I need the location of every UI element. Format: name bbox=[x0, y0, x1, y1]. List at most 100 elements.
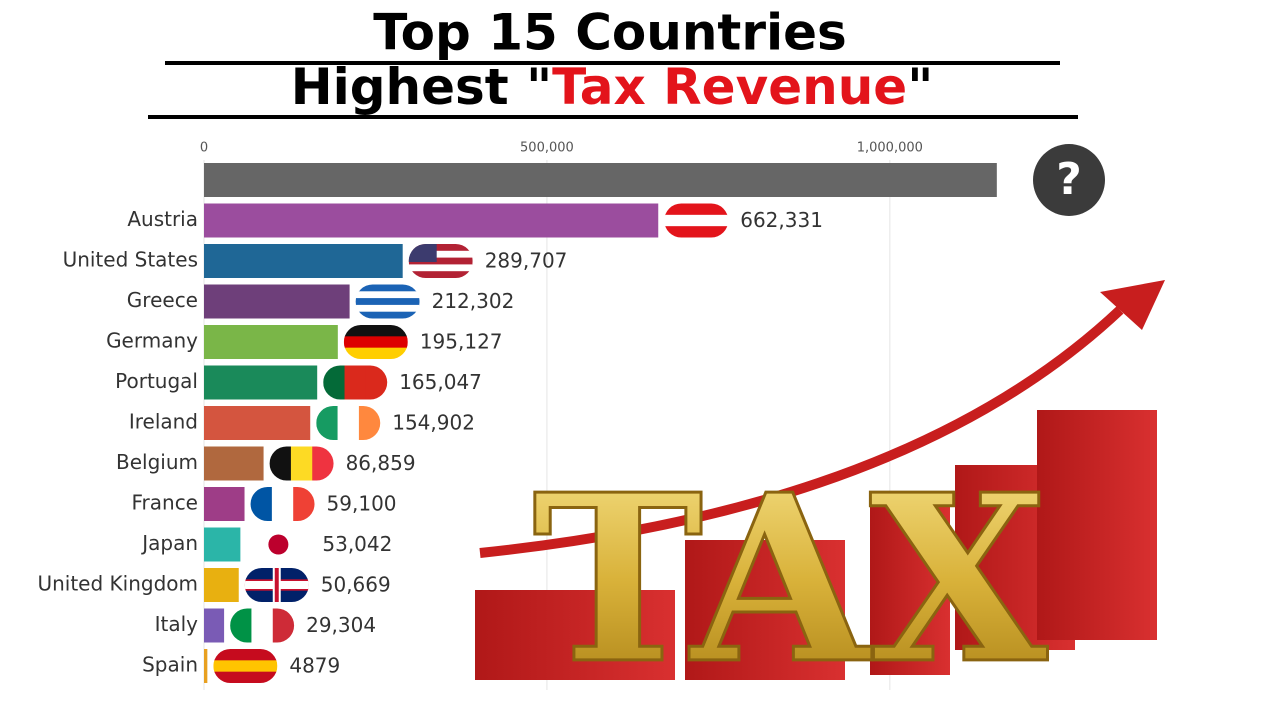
flag-stripe bbox=[355, 311, 420, 319]
flag-stripe bbox=[213, 649, 278, 661]
flag-body bbox=[323, 365, 388, 400]
flag-stripe bbox=[250, 487, 273, 521]
flag-stripe bbox=[343, 336, 408, 349]
flag-stripe bbox=[358, 406, 381, 440]
title-line: Highest "Tax Revenue" bbox=[291, 58, 934, 116]
flag bbox=[408, 244, 473, 278]
bar bbox=[204, 406, 311, 440]
value-label: 53,042 bbox=[322, 532, 392, 556]
flag-stripe bbox=[355, 298, 420, 306]
flag-stripe bbox=[271, 487, 294, 521]
deco-bar bbox=[685, 540, 845, 680]
flag bbox=[269, 446, 334, 481]
category-label: United States bbox=[63, 248, 198, 272]
value-label: 50,669 bbox=[321, 573, 391, 597]
flag-stripe bbox=[664, 214, 729, 227]
tax-image: TAX bbox=[475, 280, 1165, 716]
bar bbox=[204, 365, 318, 400]
flag-stripe bbox=[316, 406, 339, 440]
category-label: Greece bbox=[127, 288, 198, 312]
flag-stripe bbox=[408, 244, 473, 252]
value-label: 165,047 bbox=[399, 370, 482, 394]
flag-body bbox=[269, 446, 334, 481]
category-label: Italy bbox=[155, 612, 199, 636]
x-tick-label: 500,000 bbox=[520, 141, 574, 156]
category-label: France bbox=[131, 491, 198, 515]
value-label: 29,304 bbox=[306, 613, 376, 637]
bar bbox=[204, 649, 208, 683]
flag-canton bbox=[408, 244, 437, 262]
category-label: United Kingdom bbox=[37, 572, 198, 596]
title-text: Highest " bbox=[291, 58, 552, 116]
flag-body bbox=[246, 527, 311, 562]
category-label: Belgium bbox=[116, 450, 198, 474]
title-text: " bbox=[907, 58, 933, 116]
bar bbox=[204, 284, 350, 319]
flag-stripe bbox=[246, 527, 269, 562]
flag-stripe bbox=[408, 250, 473, 259]
value-label: 154,902 bbox=[392, 411, 475, 435]
flag-body bbox=[408, 244, 473, 278]
flag-stripe bbox=[272, 608, 295, 643]
value-label: 662,331 bbox=[740, 208, 823, 232]
value-label: 289,707 bbox=[485, 249, 568, 273]
category-label: Germany bbox=[106, 329, 198, 353]
flag-sun bbox=[268, 534, 289, 555]
bar bbox=[204, 163, 997, 197]
flag bbox=[244, 568, 309, 602]
flag bbox=[250, 487, 315, 521]
flag-body bbox=[213, 649, 278, 683]
flag-body bbox=[230, 608, 295, 643]
flag-stripe bbox=[355, 304, 420, 313]
flag-stripe bbox=[269, 446, 292, 481]
tax-text: TAX bbox=[532, 445, 1048, 715]
category-label: Austria bbox=[127, 207, 198, 231]
flag bbox=[664, 203, 729, 238]
flag-stripe bbox=[344, 365, 367, 400]
category-label: Spain bbox=[142, 653, 198, 677]
flag-body bbox=[664, 203, 729, 238]
flag-stripe bbox=[289, 527, 311, 562]
flag-stripe bbox=[365, 365, 388, 400]
flag-stripe bbox=[323, 365, 346, 400]
bar bbox=[204, 325, 338, 359]
flag-stripe bbox=[337, 406, 360, 440]
flag-body bbox=[250, 487, 315, 521]
badge bbox=[1033, 144, 1105, 216]
flag-stripe bbox=[408, 257, 473, 265]
flag-stripe bbox=[290, 446, 313, 481]
flag bbox=[230, 608, 295, 643]
flag-stripe bbox=[408, 264, 473, 272]
flag-stripe bbox=[664, 226, 729, 238]
flag-stripe bbox=[664, 203, 729, 216]
flag bbox=[323, 365, 388, 400]
flag bbox=[246, 527, 311, 562]
x-tick-label: 1,000,000 bbox=[857, 141, 923, 156]
deco-bar bbox=[1037, 410, 1157, 640]
bar bbox=[204, 203, 659, 238]
flag-stripe bbox=[230, 608, 252, 643]
bar bbox=[204, 527, 241, 562]
flag bbox=[316, 406, 381, 440]
title-line: Top 15 Countries bbox=[373, 4, 847, 62]
category-label: Portugal bbox=[115, 369, 198, 393]
deco-bar bbox=[475, 590, 675, 680]
value-label: 195,127 bbox=[420, 330, 503, 354]
flag-body bbox=[316, 406, 381, 440]
flag-stripe bbox=[355, 291, 420, 299]
value-label: 212,302 bbox=[432, 289, 515, 313]
flag-stripe bbox=[213, 671, 278, 683]
flag-stripe bbox=[355, 284, 420, 292]
bar bbox=[204, 487, 245, 521]
category-label: Japan bbox=[140, 531, 198, 555]
value-label: 86,859 bbox=[346, 451, 416, 475]
bar bbox=[204, 244, 403, 278]
arrow bbox=[479, 306, 1124, 558]
value-label: 4879 bbox=[289, 654, 340, 678]
flag-body bbox=[355, 284, 420, 319]
flag-stripe bbox=[312, 446, 334, 481]
flag-stripe bbox=[343, 325, 408, 337]
flag bbox=[213, 649, 278, 683]
